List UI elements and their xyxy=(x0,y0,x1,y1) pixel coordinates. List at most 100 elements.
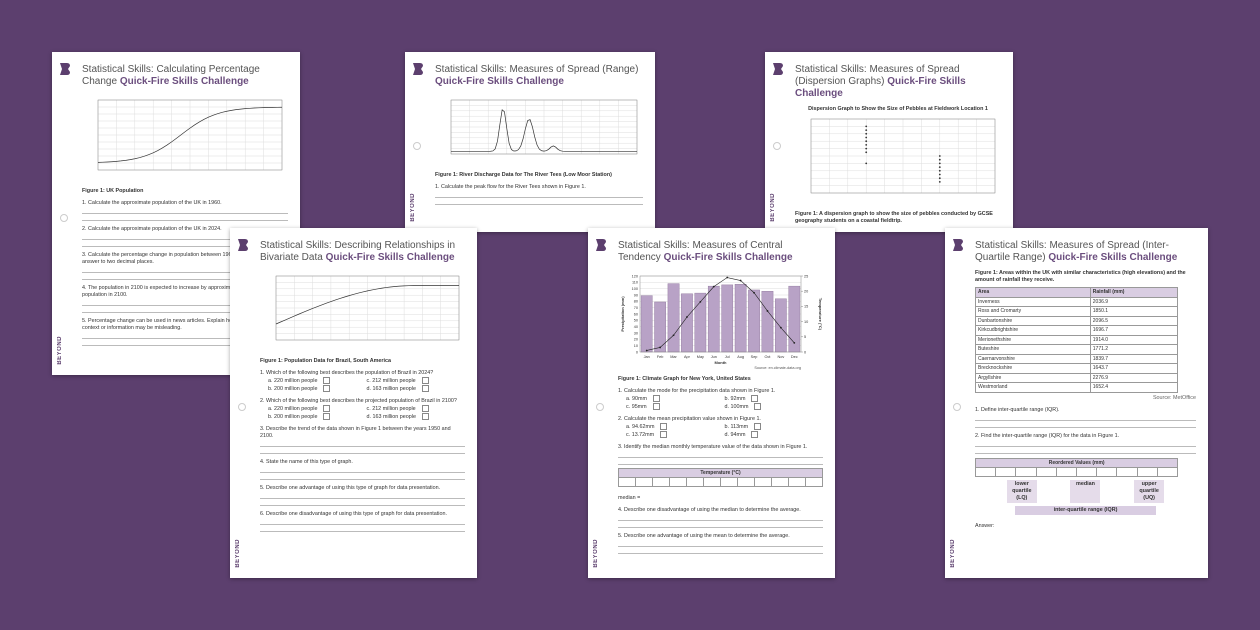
question: 1. Which of the following best describes… xyxy=(260,370,434,377)
cell xyxy=(1035,467,1057,478)
cell: Inverness xyxy=(975,296,1091,308)
temperature-point xyxy=(712,285,715,288)
bar xyxy=(761,291,774,353)
option: a. 94.62mm xyxy=(626,423,725,431)
binder-hole xyxy=(238,403,246,411)
median-label: median = xyxy=(618,495,641,502)
y2-tick-label: 20 xyxy=(804,290,808,294)
cell xyxy=(1015,467,1037,478)
x-tick-label: Dec xyxy=(791,355,798,359)
brand: BEYOND xyxy=(950,539,956,568)
answer-line xyxy=(82,240,288,248)
bar xyxy=(654,301,666,353)
dot xyxy=(938,169,941,172)
dot xyxy=(865,151,868,154)
figure xyxy=(450,99,638,155)
row: Argyllshire 2276.9 xyxy=(975,372,1179,384)
worksheet: BEYOND Statistical Skills: Measures of Ce… xyxy=(588,228,835,578)
answer-line xyxy=(82,299,288,307)
title: Statistical Skills: Measures of Spread (… xyxy=(795,64,1001,100)
temperature-point xyxy=(739,279,742,282)
answer-line xyxy=(975,414,1196,421)
option: a. 90mm xyxy=(626,395,725,403)
y2-tick-label: 10 xyxy=(804,320,808,324)
question: 5. Percentage change can be used in news… xyxy=(82,318,284,332)
dot xyxy=(865,147,868,150)
caption: Figure 1: A dispersion graph to show the… xyxy=(795,211,993,225)
header-row: Area Rainfall (mm) xyxy=(975,287,1179,298)
y-tick-label: 70 xyxy=(634,306,638,310)
question: 4. State the name of this type of graph. xyxy=(260,458,353,465)
content: Statistical Skills: Measures of Spread (… xyxy=(974,240,1196,570)
worksheet: BEYOND Statistical Skills: Measures of Sp… xyxy=(765,52,1013,232)
plot-frame xyxy=(97,99,283,171)
option: c. 95mm xyxy=(626,403,725,411)
dot xyxy=(865,125,868,128)
title-text: Statistical Skills: Calculating Percenta… xyxy=(82,64,260,87)
bar xyxy=(707,285,720,353)
question: 2. Calculate the mean precipitation valu… xyxy=(618,415,761,422)
dot xyxy=(938,155,941,157)
y-tick-label: 110 xyxy=(632,281,638,285)
cell xyxy=(788,477,806,488)
answer-line xyxy=(975,440,1196,447)
title-text: Statistical Skills: Describing Relations… xyxy=(260,240,456,263)
title: Statistical Skills: Measures of Central … xyxy=(618,240,823,264)
binder-hole xyxy=(596,403,604,411)
question: 1. Calculate the peak flow for the River… xyxy=(435,184,586,191)
question: 3. Calculate the percentage change in po… xyxy=(82,252,282,266)
temperature-table: Temperature (°C) xyxy=(618,467,823,488)
answer-line xyxy=(618,540,823,548)
temperature-line xyxy=(646,277,795,351)
answer-line xyxy=(435,191,643,199)
temperature-point xyxy=(779,326,782,329)
dot xyxy=(865,162,868,165)
answer-line xyxy=(260,518,465,525)
answer-line xyxy=(975,421,1196,428)
logo-mark xyxy=(953,239,963,251)
row: Inverness 2036.9 xyxy=(975,296,1179,308)
caption: Figure 1: Areas within the UK with simil… xyxy=(975,270,1186,284)
cell: Brecknockshire xyxy=(975,363,1091,374)
answer-line xyxy=(82,273,288,281)
answer-line xyxy=(82,233,288,241)
worksheet: BEYOND Statistical Skills: Measures of Sp… xyxy=(945,228,1208,578)
question: 2. Calculate the approximate population … xyxy=(82,226,222,233)
y-tick-label: 60 xyxy=(634,312,638,316)
cell: 1914.0 xyxy=(1089,334,1179,346)
answer-line xyxy=(82,266,288,274)
brand: BEYOND xyxy=(57,336,63,365)
y2-axis-label: Temperature (°C) xyxy=(818,298,823,331)
x-tick-label: Jun xyxy=(711,355,717,359)
cell: Merionethshire xyxy=(975,334,1091,346)
temperature-point xyxy=(726,276,729,279)
bar xyxy=(734,284,747,353)
data-curve xyxy=(275,285,459,325)
logo-mark xyxy=(60,63,70,75)
options: a. 220 million people c. 212 million peop… xyxy=(268,377,465,393)
caption: Figure 1: UK Population xyxy=(82,188,144,195)
cell: Ross and Cromarty xyxy=(975,306,1091,317)
option: b. 200 million people xyxy=(268,385,367,393)
cell xyxy=(805,477,823,488)
binder-hole xyxy=(773,142,781,150)
subtitle: Quick-Fire Skills Challenge xyxy=(435,76,564,87)
answer-line xyxy=(618,451,823,458)
cell xyxy=(618,477,636,488)
subtitle: Quick-Fire Skills Challenge xyxy=(119,76,249,87)
dot xyxy=(938,177,941,180)
row: Buteshire 1771.2 xyxy=(975,344,1179,355)
header-cell: Temperature (°C) xyxy=(618,467,823,479)
dot xyxy=(938,173,941,176)
temperature-point xyxy=(672,334,675,337)
y-tick-label: 0 xyxy=(636,350,638,354)
figure xyxy=(97,99,283,171)
question: 1. Define inter-quartile range (IQR). xyxy=(975,406,1060,413)
question: 5. Describe one advantage of using this … xyxy=(260,484,441,491)
content: Statistical Skills: Measures of Spread (… xyxy=(435,64,643,224)
x-tick-label: Aug xyxy=(737,355,744,359)
logo xyxy=(596,239,606,251)
dot xyxy=(938,181,941,183)
option: b. 200 million people xyxy=(268,413,367,421)
content: Statistical Skills: Describing Relations… xyxy=(260,240,465,570)
